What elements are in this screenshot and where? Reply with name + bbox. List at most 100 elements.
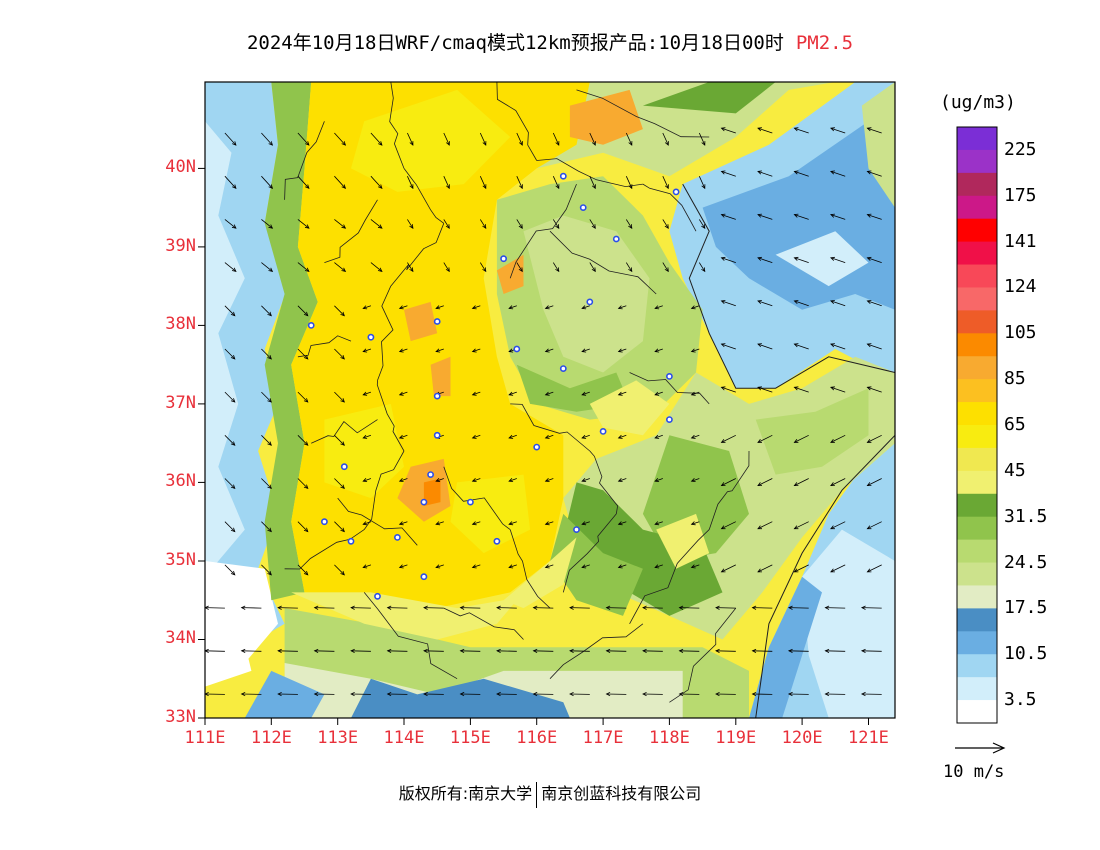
wind-arrow-127	[690, 434, 700, 439]
legend-swatch-14	[957, 447, 997, 472]
wind-arrow-64	[471, 564, 481, 569]
legend-swatch-17	[957, 516, 997, 541]
wind-arrow-58	[261, 564, 272, 576]
lon-label: 116E	[516, 728, 558, 748]
wind-arrow-103	[508, 478, 517, 482]
wind-arrow-79	[334, 521, 345, 533]
wind-arrow-233	[407, 176, 414, 190]
wind-arrow-191	[261, 262, 274, 272]
wind-arrow-169	[830, 343, 846, 350]
legend-swatch-20	[957, 585, 997, 609]
region-xuzhou-green	[550, 513, 643, 616]
wind-arrow-27	[496, 648, 517, 653]
legend-swatch-15	[957, 470, 997, 495]
boundary-19	[337, 497, 418, 546]
wind-arrow-163	[617, 348, 627, 353]
wind-arrow-221	[662, 219, 669, 229]
wind-arrow-142	[544, 391, 554, 396]
wind-arrow-146	[690, 391, 700, 396]
wind-arrow-247	[224, 132, 237, 146]
hotspot-north	[569, 89, 643, 145]
legend-swatch-21	[957, 608, 997, 632]
wind-arrow-33	[715, 648, 736, 653]
wind-arrow-216	[479, 219, 487, 229]
region-north-dg	[642, 82, 776, 114]
wind-arrow-30	[605, 648, 627, 653]
boundary-27	[669, 607, 737, 703]
lon-label: 113E	[317, 728, 359, 748]
wind-arrow-68	[617, 564, 627, 569]
region-coast-blue	[749, 576, 822, 718]
legend-label: 65	[1004, 414, 1026, 435]
wind-arrow-4	[350, 691, 371, 697]
city-marker-11	[666, 372, 673, 380]
city-marker-10	[559, 365, 567, 372]
lon-label: 115E	[449, 728, 491, 748]
wind-arrow-77	[261, 521, 272, 533]
wind-arrow-143	[581, 391, 590, 396]
wind-arrow-175	[362, 305, 372, 310]
wind-arrow-50	[642, 605, 663, 610]
wind-arrow-141	[508, 391, 517, 396]
wind-arrow-18	[860, 691, 882, 697]
wind-arrow-89	[690, 521, 700, 526]
boundary-5	[363, 450, 405, 530]
wind-arrow-129	[757, 434, 773, 443]
lat-label: 34N	[165, 628, 196, 649]
wind-arrow-93	[830, 521, 846, 530]
wind-arrow-208	[866, 256, 882, 263]
boundary-20	[443, 607, 524, 640]
wind-arrow-116	[297, 435, 309, 446]
city-marker-23	[393, 534, 401, 541]
legend-label: 10.5	[1004, 643, 1048, 665]
wind-arrow-67	[581, 564, 590, 569]
wind-arrow-91	[757, 521, 773, 530]
boundary-24	[509, 183, 577, 279]
wind-arrow-28	[532, 648, 554, 653]
wind-arrow-186	[757, 300, 773, 307]
wind-arrow-132	[866, 434, 882, 443]
legend-swatch-6	[957, 264, 997, 288]
wind-arrow-264	[830, 127, 846, 134]
wind-arrow-193	[334, 262, 347, 272]
city-marker-9	[513, 345, 521, 353]
wind-arrow-223	[720, 213, 736, 220]
legend-swatch-5	[957, 241, 997, 266]
wind-arrow-177	[435, 305, 444, 310]
boundary-21	[629, 529, 710, 624]
wind-arrow-253	[443, 132, 450, 146]
wind-arrow-74	[830, 564, 846, 573]
wind-arrow-7	[459, 691, 481, 697]
wind-arrow-251	[370, 132, 383, 146]
wind-arrow-86	[581, 521, 590, 526]
legend-swatch-16	[957, 493, 997, 518]
boundary-25	[363, 592, 458, 680]
wind-arrow-8	[496, 691, 517, 697]
wind-arrow-53	[751, 605, 773, 610]
wind-arrow-228	[224, 175, 237, 189]
wind-arrow-195	[407, 262, 414, 273]
wind-arrow-121	[471, 434, 481, 439]
wind-arrow-155	[334, 348, 345, 360]
wind-arrow-90	[720, 521, 736, 530]
wind-arrow-104	[544, 478, 554, 482]
legend-swatch-1	[957, 149, 997, 174]
wind-arrow-81	[398, 521, 408, 526]
wind-arrow-80	[362, 521, 372, 526]
wind-arrow-65	[508, 564, 517, 569]
copyright-owner: 版权所有:南京大学	[398, 784, 533, 803]
wind-arrow-130	[793, 434, 809, 443]
wind-arrow-157	[398, 348, 408, 353]
wind-arrow-20	[240, 648, 262, 653]
city-marker-5	[586, 298, 594, 306]
city-marker-22	[347, 537, 355, 545]
city-marker-27	[374, 592, 381, 600]
wind-arrow-78	[297, 521, 309, 533]
lat-label: 33N	[165, 707, 196, 727]
wind-arrow-15	[751, 691, 773, 697]
wind-arrow-190	[224, 262, 237, 272]
wind-arrow-3	[313, 691, 335, 697]
wind-arrow-234	[443, 176, 450, 190]
wind-arrow-44	[423, 605, 444, 610]
legend-label: 85	[1004, 368, 1026, 390]
